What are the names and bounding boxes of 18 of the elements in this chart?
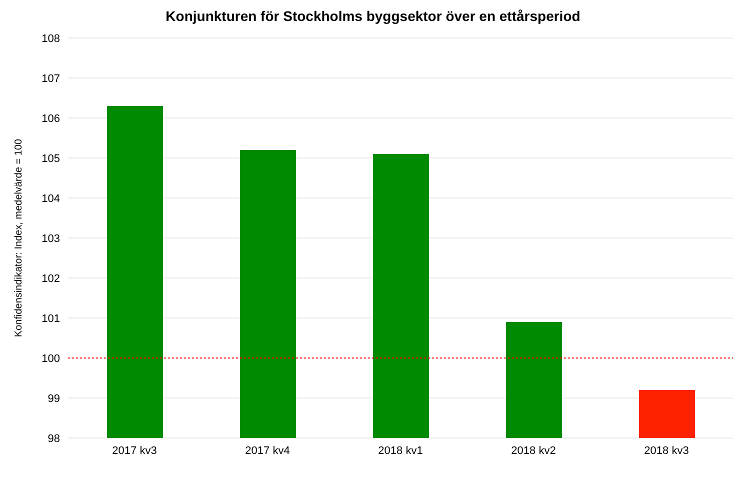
x-tick-label: 2017 kv3 <box>112 444 157 457</box>
y-tick-label: 106 <box>42 112 60 125</box>
chart-title: Konjunkturen för Stockholms byggsektor över en ettårsperiod <box>164 8 582 26</box>
y-tick-label: 107 <box>42 72 60 85</box>
y-tick-label: 99 <box>48 392 60 405</box>
x-tick-label: 2018 kv2 <box>511 444 556 457</box>
y-axis-title: Konfidensindikator: Index, medelvärde = 100 <box>14 138 25 338</box>
y-tick-label: 102 <box>42 272 60 285</box>
y-tick-label: 103 <box>42 232 60 245</box>
y-tick-label: 101 <box>42 312 60 325</box>
y-tick-label: 100 <box>42 352 60 365</box>
y-tick-label: 104 <box>42 192 60 205</box>
x-tick-label: 2017 kv4 <box>245 444 290 457</box>
y-tick-label: 108 <box>42 32 60 45</box>
y-tick-label: 105 <box>42 152 60 165</box>
x-tick-label: 2018 kv3 <box>644 444 689 457</box>
x-tick-label: 2018 kv1 <box>378 444 423 457</box>
y-tick-label: 98 <box>48 432 60 445</box>
